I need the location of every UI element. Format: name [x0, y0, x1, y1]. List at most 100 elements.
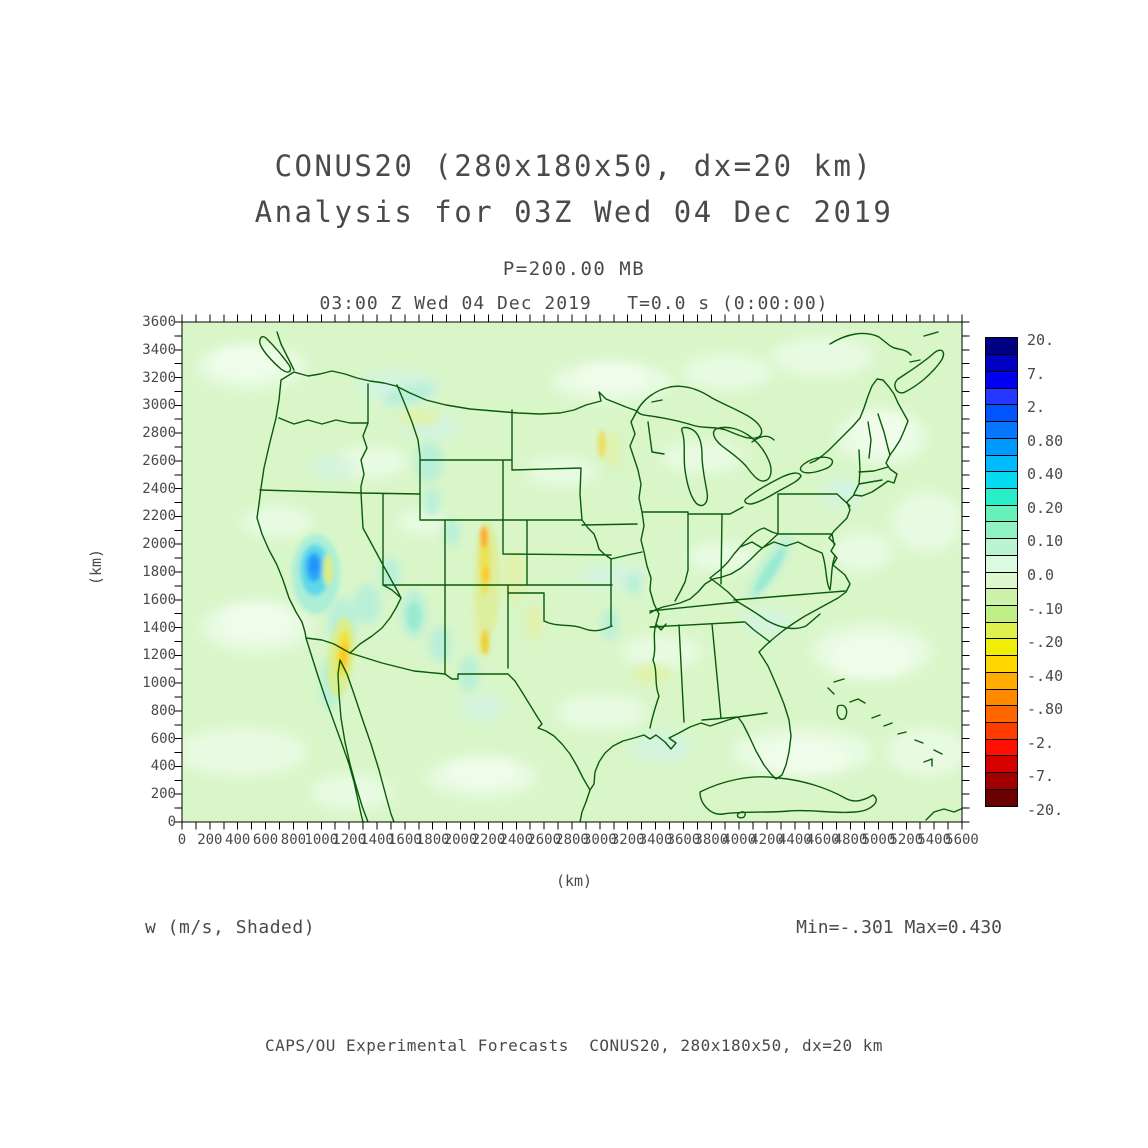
colorbar [985, 337, 1018, 807]
x-tick-label: 3200 [610, 832, 645, 848]
colorbar-cell [986, 488, 1017, 506]
colorbar-cell-divider [986, 638, 1017, 640]
y-tick-label: 1000 [142, 675, 176, 692]
colorbar-cell [986, 471, 1017, 489]
coastline-path [256, 331, 909, 822]
colorbar-cell-divider [986, 404, 1017, 406]
x-tick-label: 1800 [415, 832, 450, 848]
colorbar-label: 7. [1027, 364, 1046, 383]
colorbar-cell-divider [986, 554, 1017, 556]
colorbar-cell [986, 622, 1017, 639]
y-tick-label: 3600 [142, 314, 176, 330]
colorbar-cell-divider [986, 421, 1017, 423]
colorbar-cell [986, 739, 1017, 756]
colorbar-cell-divider [986, 671, 1017, 673]
colorbar-label: 20. [1027, 331, 1055, 349]
colorbar-label: -.20 [1027, 633, 1064, 652]
colorbar-label: 0.10 [1027, 532, 1064, 551]
colorbar-cell-divider [986, 738, 1017, 740]
axis-tick-marks [174, 314, 970, 830]
colorbar-cell-divider [986, 772, 1017, 774]
colorbar-cell [986, 605, 1017, 623]
x-tick-label: 800 [280, 832, 307, 848]
colorbar-label: -7. [1027, 767, 1055, 786]
colorbar-cell-divider [986, 387, 1017, 389]
colorbar-cell-divider [986, 538, 1017, 540]
x-tick-label: 3400 [638, 832, 673, 848]
colorbar-label: -.80 [1027, 700, 1064, 719]
colorbar-cell [986, 404, 1017, 422]
state-borders-path [259, 383, 891, 729]
canada-east-path [829, 331, 945, 394]
colorbar-cell [986, 521, 1017, 539]
great-lakes-path [636, 385, 834, 507]
colorbar-cell [986, 438, 1017, 455]
plot-title-line2: Analysis for 03Z Wed 04 Dec 2019 [254, 195, 894, 229]
plot-title-line1: CONUS20 (280x180x50, dx=20 km) [274, 149, 874, 183]
x-tick-label: 5000 [861, 832, 896, 848]
colorbar-label: -.40 [1027, 666, 1064, 685]
axes-frame-and-ticks [174, 314, 970, 830]
min-max-stats: Min=-.301 Max=0.430 [796, 917, 1002, 938]
y-tick-label: 3200 [142, 369, 176, 386]
colorbar-cell [986, 755, 1017, 773]
colorbar-cell-divider [986, 571, 1017, 573]
colorbar-cell [986, 672, 1017, 689]
cuba-path [699, 776, 877, 819]
colorbar-cell [986, 338, 1017, 355]
x-tick-label: 200 [197, 832, 223, 848]
y-tick-label: 3400 [142, 341, 176, 358]
colorbar-cell-divider [986, 471, 1017, 473]
y-tick-label: 1600 [142, 591, 176, 608]
colorbar-cell [986, 371, 1017, 389]
colorbar-label: -.10 [1027, 599, 1064, 618]
plot-frame [181, 321, 963, 823]
colorbar-cell [986, 705, 1017, 723]
colorbar-label: 0.40 [1027, 465, 1064, 484]
y-tick-label: 2800 [142, 425, 176, 442]
colorbar-cell [986, 455, 1017, 472]
y-tick-label: 400 [150, 758, 176, 775]
x-tick-label: 2400 [499, 832, 534, 848]
x-axis-tick-labels: 0 200 400 600 800 1000 1200 1400 1600 1800 2000 220… [0, 832, 1148, 852]
x-tick-label: 5400 [917, 832, 951, 848]
x-tick-label: 4400 [777, 832, 812, 848]
colorbar-cell [986, 655, 1017, 673]
x-tick-label: 4800 [833, 832, 868, 848]
y-tick-label: 1200 [142, 647, 176, 664]
pressure-level-label: P=200.00 MB [502, 258, 646, 280]
colorbar-cell [986, 421, 1017, 439]
colorbar-cell [986, 588, 1017, 606]
colorbar-label: 0.80 [1027, 431, 1064, 450]
shading-updraft-max [292, 534, 340, 614]
map-borders [256, 331, 962, 822]
colorbar-cell-divider [986, 521, 1017, 523]
map-plot-area [182, 322, 962, 822]
vancouver-island-path [259, 336, 292, 373]
shading-yellowgreen [400, 409, 670, 684]
colorbar-cell-divider [986, 437, 1017, 439]
colorbar-cell-divider [986, 504, 1017, 506]
colorbar-label: -20. [1027, 801, 1064, 819]
y-axis-tick-labels: 3600 3400 3200 3000 2800 2600 2400 2200 2000 1800… [118, 0, 176, 1148]
x-tick-label: 1200 [332, 832, 366, 848]
x-tick-label: 3600 [666, 832, 701, 848]
x-tick-label: 0 [177, 832, 187, 848]
colorbar-cell [986, 638, 1017, 656]
colorbar-cell [986, 789, 1017, 806]
shading-colorado-downdraft [474, 430, 606, 655]
colorbar-label: -2. [1027, 733, 1055, 752]
colorbar-cell-divider [986, 755, 1017, 757]
y-tick-label: 1400 [142, 619, 176, 636]
y-tick-label: 2400 [142, 480, 176, 497]
x-axis-title: (km) [555, 872, 593, 890]
colorbar-cell-divider [986, 705, 1017, 707]
colorbar-cell-divider [986, 688, 1017, 690]
x-tick-label: 400 [225, 832, 251, 848]
x-tick-label: 2200 [471, 832, 506, 848]
y-tick-label: 1800 [142, 564, 176, 580]
y-tick-label: 200 [150, 786, 176, 803]
colorbar-label: 2. [1027, 398, 1046, 417]
x-tick-label: 2600 [527, 832, 561, 848]
